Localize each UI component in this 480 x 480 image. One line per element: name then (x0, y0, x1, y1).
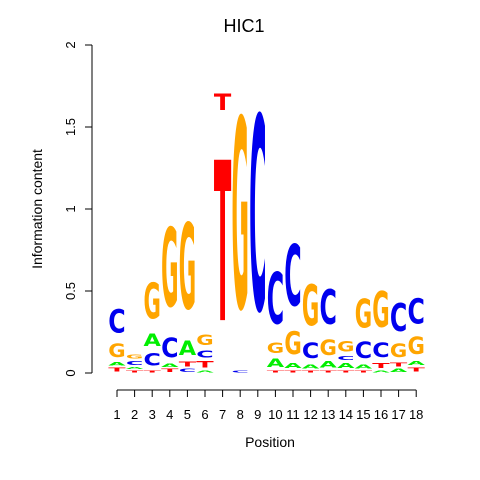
logo-letter-c: C (161, 332, 178, 363)
logo-letter-t: T (408, 367, 426, 373)
logo-letter-g: G (337, 339, 354, 355)
x-axis-title: Position (245, 434, 295, 450)
y-tick-label: 0.5 (63, 282, 78, 300)
logo-letter-t: T (302, 370, 320, 373)
logo-letter-g: G (161, 208, 178, 333)
logo-letter-g: G (126, 353, 143, 360)
x-tick-label: 8 (237, 407, 244, 422)
x-tick-label: 7 (219, 407, 226, 422)
x-tick-label: 18 (409, 407, 423, 422)
logo-letter-t: T (108, 367, 126, 373)
x-tick-label: 10 (268, 407, 282, 422)
logo-letter-t: T (196, 360, 213, 370)
logo-letter-a: A (390, 368, 408, 373)
logo-letter-c: C (231, 370, 248, 373)
logo-letter-c: C (143, 350, 160, 370)
x-tick-label: 6 (201, 407, 208, 422)
y-axis: 0 0.5 1 1.5 2 (63, 41, 93, 377)
logo-letter-g: G (390, 341, 407, 362)
x-tick-label: 12 (303, 407, 317, 422)
logo-letter-a: A (372, 370, 390, 373)
logo-letter-g: G (320, 335, 337, 360)
x-tick-label: 3 (149, 407, 156, 422)
y-tick-label: 1 (63, 205, 78, 212)
logo-letter-c: C (108, 303, 125, 341)
y-tick-label: 2 (63, 41, 78, 48)
logo-letter-c: C (390, 298, 407, 341)
x-tick-label: 1 (113, 407, 120, 422)
logo-letter-a: A (108, 362, 126, 367)
logo-letter-g: G (302, 274, 319, 339)
logo-letter-c: C (267, 259, 284, 341)
logo-letter-a: A (126, 366, 144, 369)
logo-letter-a: A (284, 362, 302, 370)
logo-letter-t: T (284, 370, 302, 373)
x-axis: 1 2 3 4 5 6 7 8 9 10 11 12 13 14 15 16 17 18 (113, 389, 423, 422)
logo-letter-c: C (408, 292, 425, 333)
logo-letter-c: C (126, 360, 143, 367)
logo-letter-g: G (232, 65, 249, 369)
logo-letter-c: C (337, 355, 354, 362)
logo-letter-g: G (355, 293, 372, 338)
logo-letter-c: C (284, 228, 301, 326)
logo-letter-c: C (249, 63, 266, 373)
logo-letter-g: G (179, 199, 196, 337)
logo-letter-a: A (196, 370, 214, 373)
logo-letter-c: C (179, 368, 196, 373)
logo-letter-a: A (161, 363, 179, 368)
logo-letter-t: T (126, 370, 144, 373)
x-tick-label: 17 (391, 407, 405, 422)
y-tick-label: 1.5 (63, 118, 78, 136)
x-tick-label: 15 (356, 407, 370, 422)
chart-title: HIC1 (223, 16, 264, 36)
logo-letter-g: G (284, 326, 301, 362)
x-tick-label: 14 (339, 407, 353, 422)
logo-letter-t: T (214, 116, 231, 372)
logo-letter-a: A (302, 363, 320, 370)
logo-letter-t: T (267, 370, 285, 373)
y-tick-label: 0 (63, 369, 78, 376)
x-tick-label: 2 (131, 407, 138, 422)
x-tick-label: 9 (254, 407, 261, 422)
logo-letter-a: A (355, 363, 373, 370)
logo-letter-c: C (355, 338, 372, 363)
logo-letter-a: A (407, 360, 425, 367)
logo-letter-a: A (337, 362, 355, 370)
logo-letter-t: T (320, 370, 338, 373)
x-tick-label: 11 (286, 407, 300, 422)
logo-letter-t: T (161, 368, 179, 373)
logo-letter-t: T (355, 370, 373, 373)
logo-letter-t: T (372, 362, 390, 370)
logo-letter-g: G (372, 281, 389, 338)
logo-letter-g: G (144, 273, 161, 330)
x-tick-label: 4 (166, 407, 173, 422)
logo-letter-c: C (302, 339, 319, 363)
logo-letter-g: G (267, 341, 284, 357)
logo-letter-g: G (108, 341, 125, 362)
y-axis-title: Information content (29, 149, 45, 269)
x-tick-label: 16 (374, 407, 388, 422)
logo-letter-t: T (179, 360, 197, 368)
logo-letter-t: T (144, 370, 162, 373)
logo-letter-a: A (144, 331, 162, 350)
logo-letter-c: C (372, 340, 389, 363)
x-tick-label: 5 (184, 407, 191, 422)
logo-letter-c: C (196, 349, 213, 360)
logo-letter-a: A (179, 337, 197, 360)
logo-letter-a: A (319, 360, 338, 370)
logo-letter-a: A (267, 358, 285, 371)
logo-letter-t: T (337, 370, 355, 373)
logo-letter-t: T (214, 90, 232, 116)
x-tick-label: 13 (321, 407, 335, 422)
logo-letter-g: G (196, 333, 213, 349)
logo-letter-g: G (407, 333, 424, 360)
logo-letter-c: C (319, 280, 336, 336)
logo-letter-t: T (390, 362, 408, 368)
